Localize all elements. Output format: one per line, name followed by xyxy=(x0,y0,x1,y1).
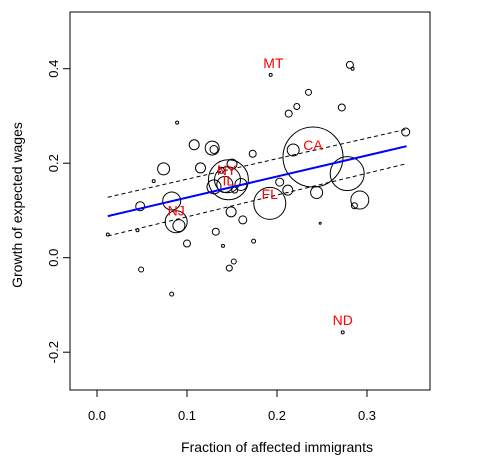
fit-line xyxy=(107,145,407,218)
data-point xyxy=(253,186,287,220)
data-point xyxy=(268,72,273,77)
state-label: NY xyxy=(217,162,237,178)
data-point xyxy=(337,103,346,112)
data-point xyxy=(275,177,285,187)
data-point xyxy=(169,291,175,297)
data-point xyxy=(211,227,220,236)
state-label: CA xyxy=(303,137,323,153)
data-point xyxy=(183,239,191,248)
data-point xyxy=(251,238,257,244)
ci-upper-line xyxy=(107,128,407,198)
y-axis: -0.2 0.0 0.2 0.4 xyxy=(46,60,70,363)
data-point xyxy=(401,127,411,137)
data-point xyxy=(135,201,146,212)
data-point xyxy=(340,330,345,335)
state-label: FL xyxy=(262,186,279,202)
x-tick-label: 0.0 xyxy=(88,408,106,423)
state-label: NJ xyxy=(168,202,185,218)
x-tick-label: 0.3 xyxy=(358,408,376,423)
data-point xyxy=(225,264,233,272)
data-point xyxy=(293,103,301,110)
x-axis-title: Fraction of affected immigrants xyxy=(181,439,373,455)
data-point xyxy=(282,184,294,196)
data-point xyxy=(105,232,110,237)
data-point xyxy=(221,243,225,248)
data-point xyxy=(350,66,355,71)
data-point xyxy=(195,162,206,174)
x-axis: 0.0 0.1 0.2 0.3 xyxy=(88,390,376,423)
ci-lower-line xyxy=(107,163,407,237)
data-point xyxy=(188,139,200,151)
y-tick-label: 0.0 xyxy=(46,249,61,267)
y-tick-label: -0.2 xyxy=(46,341,61,363)
data-point xyxy=(157,162,171,176)
data-point xyxy=(350,190,370,210)
fit-line-group xyxy=(107,145,407,218)
data-point xyxy=(151,179,156,184)
state-label: ND xyxy=(333,312,353,328)
data-point xyxy=(138,266,145,273)
data-point xyxy=(175,120,180,125)
data-point xyxy=(248,149,257,158)
data-point xyxy=(305,88,312,96)
data-point xyxy=(164,210,188,234)
data-point xyxy=(329,156,365,192)
data-point xyxy=(225,206,237,218)
data-point xyxy=(226,158,238,170)
data-point xyxy=(318,221,322,225)
x-tick-label: 0.2 xyxy=(268,408,286,423)
data-point xyxy=(135,228,140,233)
data-point xyxy=(310,185,324,199)
y-axis-title: Growth of expected wages xyxy=(9,122,25,288)
state-label: MT xyxy=(263,55,284,71)
x-tick-label: 0.1 xyxy=(178,408,196,423)
data-point xyxy=(162,191,182,211)
confidence-bands xyxy=(107,128,407,237)
data-point xyxy=(286,143,300,157)
plot-frame xyxy=(69,11,431,391)
data-point xyxy=(345,60,354,69)
data-point xyxy=(282,126,344,188)
data-point xyxy=(172,219,186,233)
data-point xyxy=(284,109,293,118)
state-label: IL xyxy=(223,173,235,189)
data-point xyxy=(350,202,358,210)
data-point xyxy=(207,159,249,201)
data-points xyxy=(105,60,411,335)
y-tick-label: 0.2 xyxy=(46,154,61,172)
y-tick-label: 0.4 xyxy=(46,60,61,78)
data-point xyxy=(209,144,219,154)
data-point xyxy=(204,140,220,156)
data-point xyxy=(230,258,237,265)
data-point xyxy=(238,215,248,225)
